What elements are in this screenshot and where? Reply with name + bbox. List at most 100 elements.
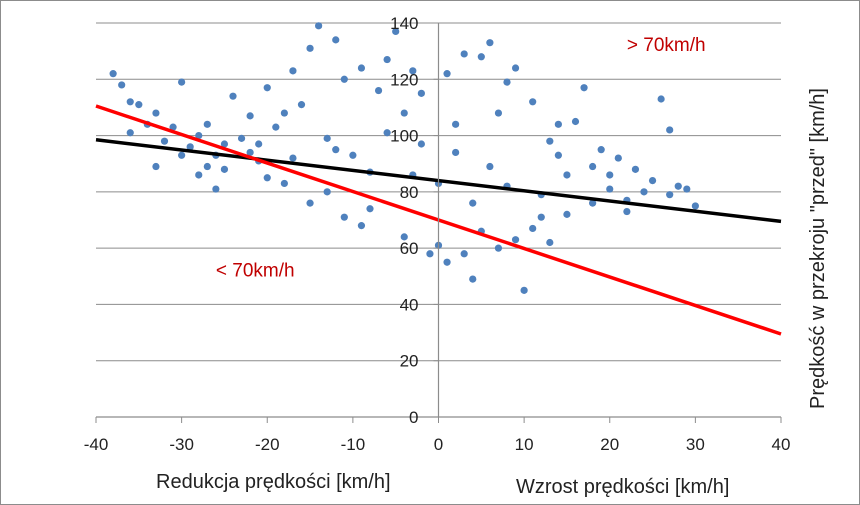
scatter-point (589, 199, 597, 207)
scatter-point (409, 67, 417, 75)
scatter-point (469, 199, 477, 207)
scatter-point (203, 162, 211, 171)
scatter-point (426, 250, 434, 258)
scatter-point (272, 123, 280, 131)
y-tick-label: 100 (390, 127, 418, 146)
x-axis-label-left: Redukcja prędkości [km/h] (156, 471, 391, 493)
scatter-point (383, 129, 391, 137)
scatter-point (203, 120, 211, 128)
y-tick-label: 80 (400, 183, 419, 202)
scatter-point (580, 84, 588, 92)
scatter-point (289, 154, 297, 162)
scatter-point (563, 210, 571, 218)
scatter-point (648, 177, 657, 185)
scatter-point (152, 162, 160, 171)
scatter-point (263, 84, 271, 92)
scatter-point (186, 143, 194, 151)
scatter-point (589, 162, 597, 171)
scatter-points (109, 22, 699, 294)
y-tick-label: 140 (390, 14, 418, 33)
scatter-point (126, 129, 134, 137)
annotation-label: < 70km/h (216, 260, 295, 281)
scatter-point (400, 233, 408, 241)
scatter-point (109, 70, 117, 78)
scatter-point (520, 286, 528, 294)
x-tick-label: -30 (169, 435, 194, 454)
scatter-point (469, 275, 477, 283)
scatter-point (323, 188, 331, 196)
y-tick-label: 40 (400, 295, 419, 314)
scatter-point (494, 109, 503, 117)
y-tick-label: 120 (390, 70, 418, 89)
x-tick-label: 40 (772, 435, 791, 454)
scatter-point (340, 75, 348, 83)
annotation-label: > 70km/h (627, 35, 706, 56)
scatter-point (212, 185, 220, 193)
scatter-point (477, 53, 485, 61)
y-tick-label: 0 (409, 408, 418, 427)
x-tick-label: 30 (686, 435, 705, 454)
scatter-point (452, 148, 460, 157)
x-tick-labels: -40 -30 -20 -10 0 10 20 30 40 (84, 435, 791, 454)
scatter-point (195, 131, 203, 140)
scatter-point (563, 171, 571, 179)
scatter-point (666, 191, 674, 199)
scatter-point (220, 140, 229, 148)
axes (95, 22, 782, 423)
scatter-point (674, 182, 682, 190)
scatter-point (306, 199, 314, 207)
x-tick-label: -40 (84, 435, 109, 454)
x-axis-label-right: Wzrost prędkości [km/h] (516, 476, 729, 498)
scatter-point (657, 95, 665, 103)
y-tick-label: 20 (400, 352, 419, 371)
scatter-point (357, 64, 366, 72)
scatter-point (195, 171, 203, 179)
y-tick-label: 60 (400, 239, 419, 258)
scatter-point (289, 67, 297, 75)
scatter-point (400, 109, 408, 117)
y-axis-label: Prędkość w przekroju "przed" [km/h] (807, 88, 829, 409)
scatter-point (383, 55, 391, 64)
scatter-point (118, 81, 126, 89)
scatter-point (280, 179, 288, 188)
scatter-point (263, 174, 271, 182)
scatter-point (623, 207, 631, 216)
scatter-point (614, 154, 622, 162)
scatter-point (494, 244, 503, 252)
scatter-point (178, 151, 186, 159)
scatter-point (349, 151, 357, 159)
scatter-point (452, 120, 460, 128)
scatter-point (357, 222, 366, 230)
scatter-point (631, 165, 640, 173)
scatter-point (297, 101, 306, 109)
scatter-point (169, 123, 177, 131)
scatter-point (392, 27, 400, 36)
scatter-point (597, 146, 605, 154)
scatter-point (246, 112, 254, 120)
scatter-point (606, 171, 614, 179)
scatter-point (511, 236, 520, 244)
scatter-point (443, 70, 451, 78)
scatter-point (554, 120, 562, 128)
scatter-point (315, 22, 323, 30)
scatter-point (306, 44, 314, 52)
x-tick-label: 0 (434, 435, 443, 454)
scatter-point (323, 134, 331, 142)
scatter-point (503, 78, 511, 86)
scatter-point (126, 98, 134, 106)
x-tick-label: -20 (255, 435, 280, 454)
x-tick-label: -10 (341, 435, 366, 454)
scatter-point (332, 146, 340, 154)
scatter-point (529, 98, 537, 106)
scatter-point (332, 36, 340, 44)
scatter-point (546, 137, 554, 145)
scatter-point (486, 162, 494, 171)
scatter-point (152, 109, 160, 117)
scatter-point (160, 137, 169, 145)
scatter-point (280, 109, 288, 117)
scatter-point (255, 140, 263, 148)
scatter-point (135, 101, 143, 109)
scatter-point (683, 185, 691, 193)
